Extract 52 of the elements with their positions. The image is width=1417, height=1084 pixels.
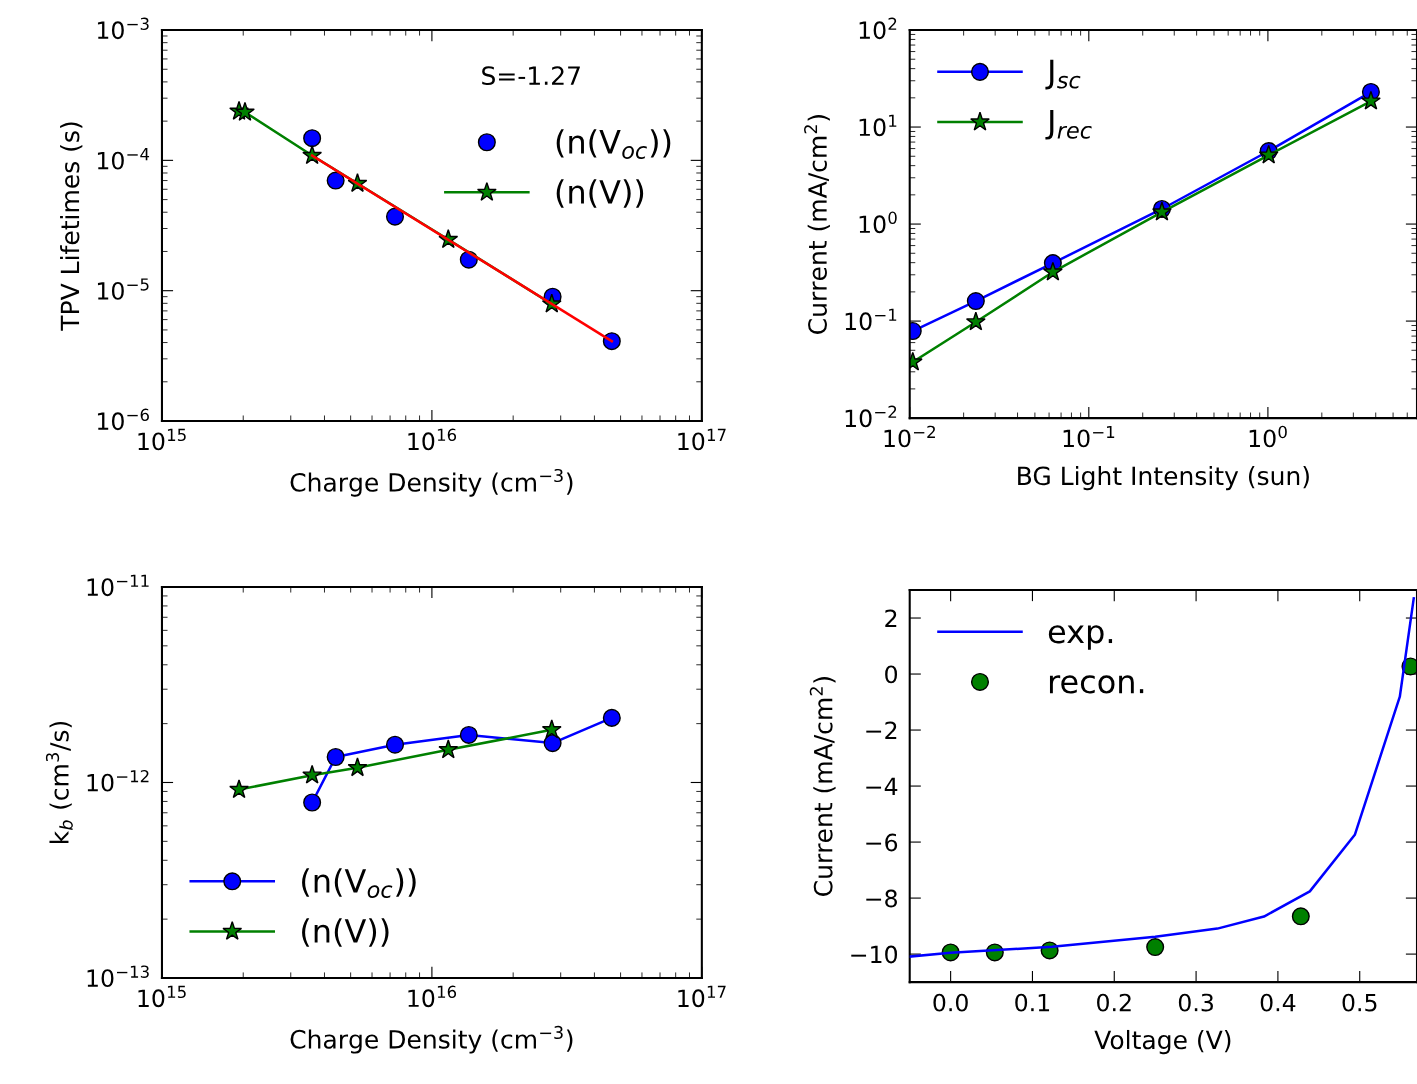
- annotation: S=-1.27: [482, 66, 580, 86]
- x-tick-label: 0.1: [1015, 993, 1050, 1012]
- y-tick-label: 10$^{−12}$: [87, 769, 149, 792]
- x-tick-label: 10$^{0}$: [1249, 425, 1287, 448]
- y-axis-title: Current (mA/cm$^{2}$): [804, 115, 830, 334]
- y-tick-label: 10$^{−1}$: [845, 308, 897, 331]
- legend-label: (n(V$_{oc}$)): [556, 129, 671, 159]
- y-tick-label: 10$^{2}$: [859, 17, 897, 40]
- y-tick-label: 10$^{1}$: [859, 114, 897, 137]
- x-axis-title: Voltage (V): [1094, 1029, 1231, 1055]
- legend-label: (n(V$_{oc}$)): [302, 868, 416, 899]
- y-tick-label: 10$^{−11}$: [87, 574, 149, 597]
- y-tick-label: −10: [851, 945, 898, 964]
- y-tick-label: −8: [866, 889, 897, 908]
- y-axis-title: TPV Lifetimes (s): [60, 122, 83, 331]
- legend-label: J$_{rec}$: [1045, 109, 1092, 140]
- x-tick-label: 10$^{15}$: [138, 985, 186, 1008]
- x-tick-label: 10$^{17}$: [678, 428, 726, 451]
- y-tick-label: 10$^{−6}$: [97, 408, 149, 431]
- x-tick-label: 10$^{16}$: [408, 428, 457, 451]
- legend-label: exp.: [1048, 625, 1113, 650]
- x-tick-label: 0.3: [1178, 993, 1213, 1012]
- point: [1146, 938, 1165, 957]
- y-tick-label: −2: [866, 721, 897, 740]
- point: [1291, 907, 1310, 926]
- legend-label: (n(V)): [302, 918, 389, 947]
- x-tick-label: 10$^{17}$: [678, 985, 726, 1008]
- y-tick-label: 10$^{−13}$: [87, 965, 149, 988]
- x-axis-title: BG Light Intensity (sun): [1018, 465, 1309, 491]
- legend-label: recon.: [1049, 675, 1144, 694]
- x-tick-label: 0.2: [1097, 993, 1131, 1012]
- x-axis-title: Charge Density (cm$^{−3}$): [290, 468, 573, 497]
- x-tick-label: 0.5: [1342, 993, 1377, 1012]
- y-tick-label: 10$^{−3}$: [97, 17, 149, 40]
- x-axis-title: Charge Density (cm$^{−3}$): [290, 1025, 573, 1054]
- y-tick-label: 10$^{0}$: [859, 211, 897, 234]
- x-tick-label: 0.4: [1260, 993, 1296, 1012]
- x-tick-label: 10$^{16}$: [408, 985, 457, 1008]
- x-tick-label: 10$^{−1}$: [1063, 425, 1115, 448]
- y-axis-title: Current (mA/cm$^{2}$): [809, 677, 836, 896]
- x-tick-label: 10$^{15}$: [138, 428, 186, 451]
- y-tick-label: 10$^{−5}$: [97, 278, 149, 300]
- x-tick-label: 0.0: [933, 993, 968, 1012]
- y-tick-label: 10$^{−4}$: [97, 148, 150, 170]
- y-tick-label: −4: [866, 777, 898, 796]
- y-tick-label: 0: [885, 665, 898, 684]
- legend-label: J$_{sc}$: [1045, 59, 1081, 90]
- y-axis-title: k$_{b}$ (cm$^{3}$/s): [45, 721, 73, 844]
- y-tick-label: −6: [866, 833, 898, 852]
- legend-label: (n(V)): [556, 179, 644, 208]
- y-tick-label: 10$^{−2}$: [845, 405, 897, 428]
- y-tick-label: 2: [885, 609, 897, 627]
